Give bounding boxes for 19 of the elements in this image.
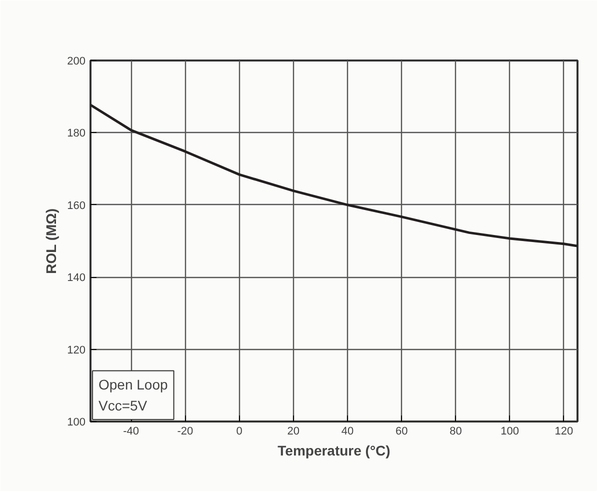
x-tick-label: 0 [236,426,242,438]
x-tick-label: 20 [287,426,300,438]
y-tick-label: 100 [67,416,86,428]
x-tick-label: 120 [554,426,574,438]
y-axis-title: ROL (MΩ) [43,208,60,274]
x-tick-label: 100 [500,426,520,438]
y-tick-label: 160 [67,200,86,212]
x-tick-label: -40 [123,426,140,438]
y-tick-label: 120 [67,344,86,356]
x-tick-label: -20 [177,426,194,438]
x-tick-label: 40 [341,426,354,438]
line-series [90,104,578,248]
y-tick-label: 140 [67,272,86,284]
x-axis-title: Temperature (°C) [278,442,390,458]
x-tick-label: 60 [396,426,408,438]
y-tick-label: 180 [67,128,86,140]
x-tick-label: 80 [450,426,462,438]
annotation: Open Loop Vcc=5V [98,376,168,414]
y-tick-label: 200 [67,56,86,68]
